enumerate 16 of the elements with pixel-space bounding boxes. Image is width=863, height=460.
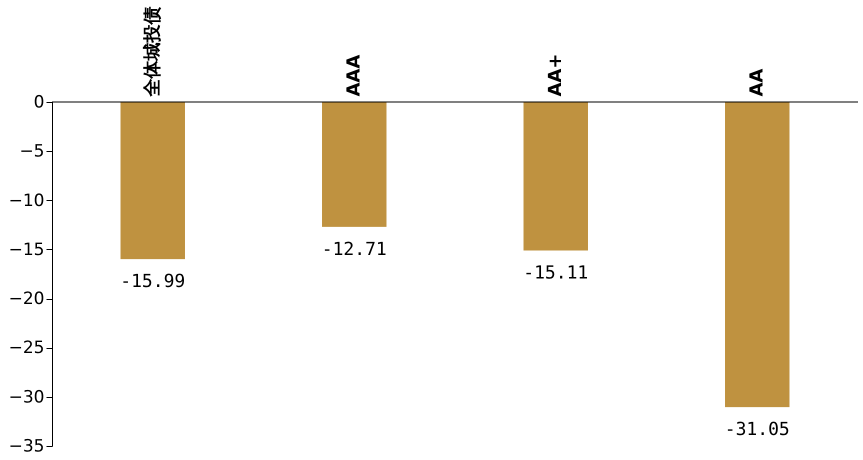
y-tick-label: −20 (8, 289, 44, 310)
data-label: -15.11 (523, 262, 588, 284)
y-tick-label: −35 (8, 436, 44, 456)
x-tick-label: 全体城投债 (142, 6, 163, 98)
data-label: -15.99 (120, 271, 186, 292)
x-tick-label: AA (746, 68, 768, 96)
data-label: -12.71 (322, 238, 387, 260)
y-tick-label: 0 (34, 92, 44, 112)
data-label: -31.05 (724, 419, 790, 440)
y-tick-label: −10 (8, 190, 44, 211)
x-tick-label: AAA (343, 54, 364, 96)
x-tick-label: AA+ (544, 54, 566, 96)
y-tick-label: −30 (8, 387, 44, 408)
y-tick-label: −25 (8, 338, 44, 358)
y-tick-label: −5 (19, 142, 44, 162)
y-tick-label: −15 (8, 240, 44, 260)
